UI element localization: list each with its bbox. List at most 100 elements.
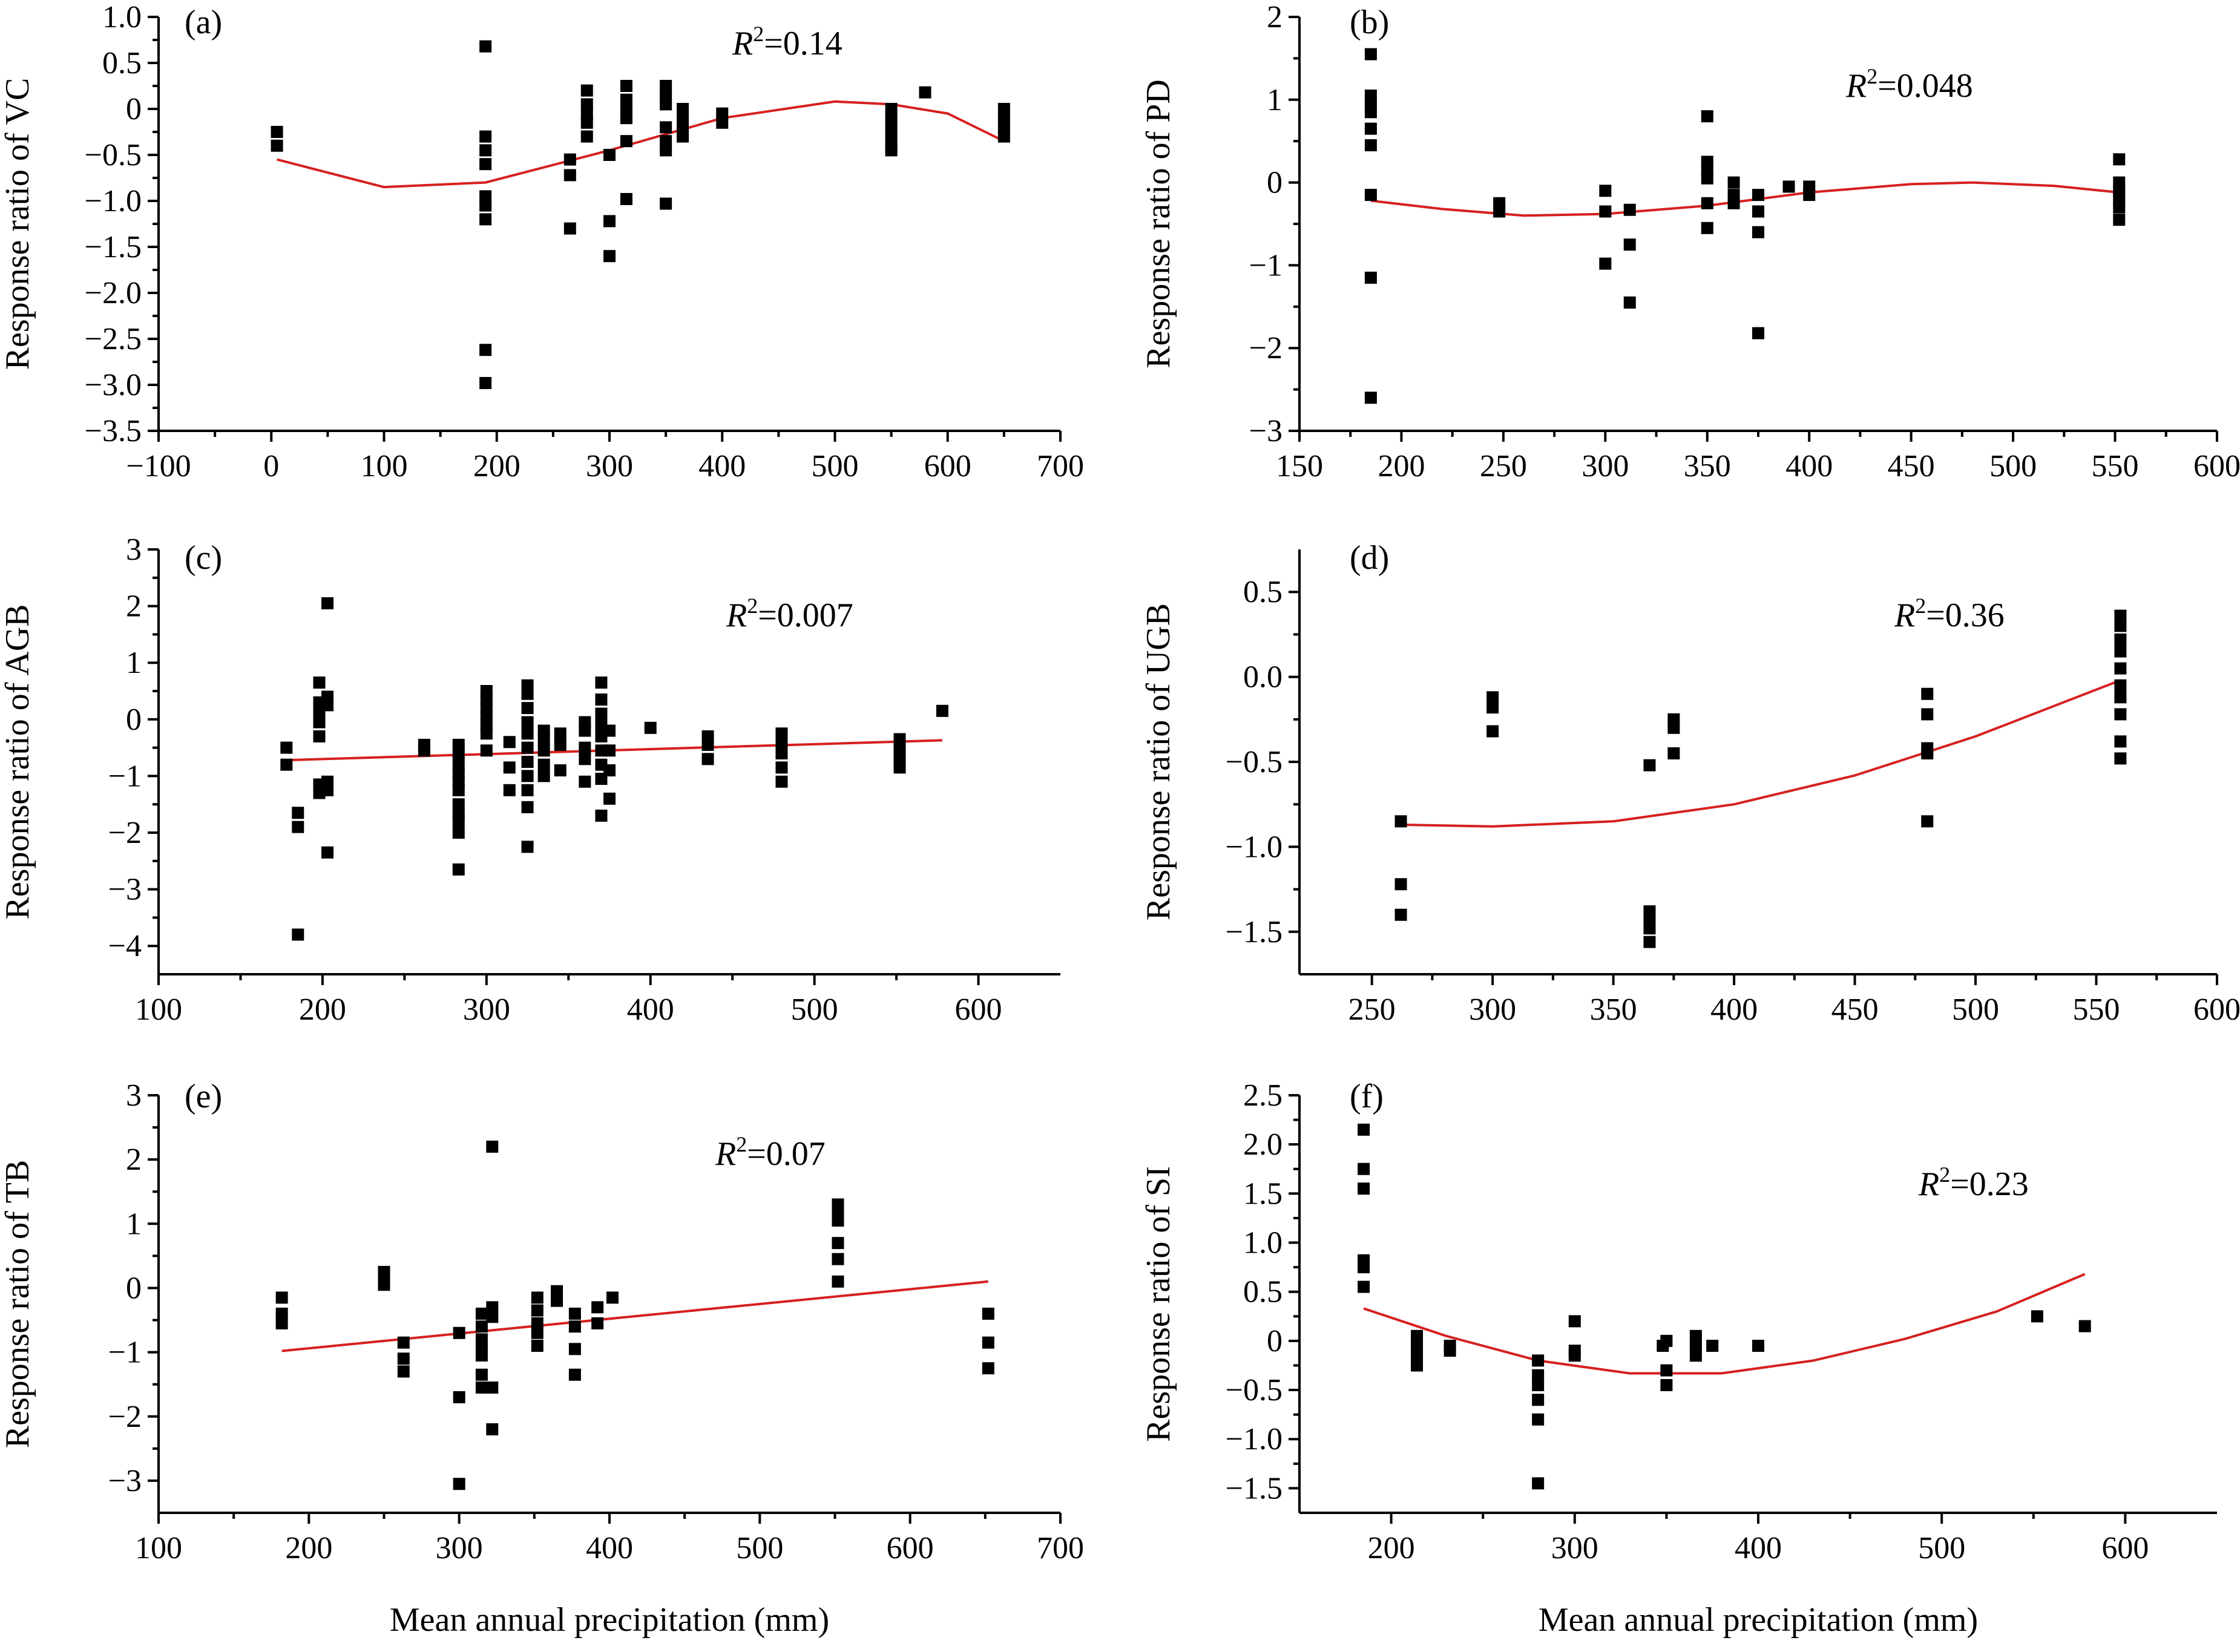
data-point: [563, 222, 576, 235]
data-point: [1643, 912, 1656, 925]
data-point: [1568, 1349, 1581, 1362]
data-point: [503, 761, 516, 774]
data-point: [275, 1317, 288, 1329]
x-tick-label: 400: [698, 449, 746, 483]
data-point: [1394, 878, 1407, 891]
data-point: [1532, 1477, 1545, 1490]
data-point: [660, 144, 672, 157]
y-tick-label: −1.5: [85, 230, 142, 264]
y-tick-label: 0: [1267, 1324, 1283, 1359]
data-point: [716, 107, 729, 120]
data-point: [1701, 172, 1713, 185]
data-point: [2113, 201, 2126, 214]
data-point: [775, 761, 788, 774]
y-tick-label: 2.0: [1243, 1127, 1283, 1162]
x-tick-label: 100: [135, 1531, 182, 1565]
data-point: [479, 199, 492, 212]
data-point: [997, 112, 1010, 125]
data-point: [2114, 735, 2127, 748]
data-point: [1411, 1349, 1424, 1362]
data-point: [775, 736, 788, 749]
x-tick-label: 550: [2092, 449, 2139, 483]
data-point: [1532, 1369, 1545, 1382]
data-point: [563, 153, 576, 166]
data-point: [677, 112, 689, 125]
data-point: [313, 716, 326, 729]
x-tick-label: 550: [2073, 992, 2120, 1027]
data-point: [832, 1198, 844, 1211]
data-point: [997, 103, 1010, 115]
r2-value: =0.14: [764, 25, 842, 62]
data-point: [554, 727, 567, 740]
x-tick-label: 200: [285, 1531, 332, 1565]
data-point: [1643, 922, 1656, 935]
data-point: [275, 1291, 288, 1304]
x-tick-label: 400: [586, 1531, 633, 1565]
data-point: [475, 1333, 488, 1346]
y-tick-label: 2: [1267, 0, 1283, 34]
chart-panel-5: 100 200 300 400 500 600 700 −3 −2 −1 0 1 2 3 Response …: [0, 1078, 1084, 1639]
data-point: [452, 815, 465, 828]
y-tick-label: 0: [1267, 166, 1283, 200]
data-point: [1411, 1329, 1424, 1342]
x-tick-label: 100: [135, 992, 182, 1027]
x-tick-label: 450: [1888, 449, 1935, 483]
data-point: [603, 215, 616, 228]
data-point: [1623, 296, 1636, 309]
r-squared-annotation: R2=0.14: [732, 22, 842, 62]
data-point: [1727, 176, 1740, 189]
data-point: [1358, 1182, 1370, 1195]
data-point: [475, 1307, 488, 1320]
y-tick-label: −1: [108, 759, 142, 793]
data-point: [531, 1291, 544, 1304]
data-point: [521, 716, 534, 729]
data-point: [521, 756, 534, 768]
x-tick-label: 600: [887, 1531, 934, 1565]
data-point: [475, 1320, 488, 1333]
data-point: [579, 741, 591, 754]
data-point: [479, 344, 492, 356]
data-point: [554, 764, 567, 777]
data-point: [1689, 1349, 1702, 1362]
data-point: [1921, 815, 1934, 828]
data-point: [1364, 48, 1377, 61]
data-point: [885, 103, 898, 115]
data-point: [537, 744, 550, 757]
r2-symbol: R: [1918, 1165, 1939, 1203]
data-point: [885, 112, 898, 125]
y-tick-label: 2: [126, 589, 142, 624]
data-point: [603, 724, 616, 737]
data-point: [531, 1317, 544, 1329]
y-tick-label: −3: [108, 1464, 142, 1498]
y-tick-label: 1.0: [102, 0, 142, 34]
data-point: [521, 801, 534, 813]
data-point: [1921, 687, 1934, 700]
y-tick-label: 0: [126, 92, 142, 126]
x-tick-label: 400: [1785, 449, 1833, 483]
y-tick-label: −1: [1249, 248, 1283, 283]
data-point: [2114, 691, 2127, 704]
data-point: [580, 130, 593, 143]
x-tick-label: 450: [1831, 992, 1879, 1027]
data-point: [1532, 1354, 1545, 1367]
data-point: [982, 1336, 994, 1349]
data-point: [1358, 1261, 1370, 1274]
data-point: [603, 792, 616, 805]
data-point: [480, 744, 493, 757]
x-tick-label: 300: [586, 449, 633, 483]
chart-panel-2: 150 200 250 300 350 400 450 500 550 600−3−2−1012R…: [1140, 0, 2240, 483]
r-squared-annotation: R2=0.23: [1918, 1162, 2029, 1203]
x-tick-label: 200: [1378, 449, 1425, 483]
fit-line: [1363, 1273, 2086, 1375]
data-point: [2114, 645, 2127, 658]
data-point: [1689, 1329, 1702, 1342]
data-point: [453, 1478, 465, 1490]
data-point: [1752, 189, 1764, 202]
data-point: [620, 112, 632, 125]
data-point: [919, 86, 931, 99]
data-point: [1599, 185, 1612, 197]
data-point: [677, 103, 689, 115]
data-point: [486, 1301, 499, 1314]
data-point: [606, 1291, 619, 1304]
